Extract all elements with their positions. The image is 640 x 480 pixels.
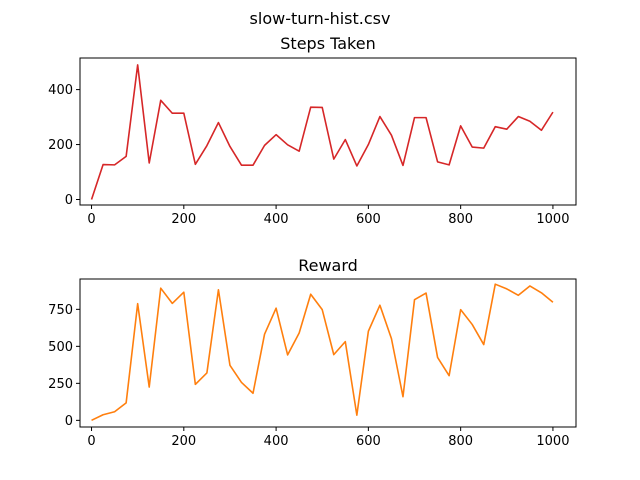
figure-suptitle: slow-turn-hist.csv (250, 9, 391, 28)
x-tick-label: 1000 (536, 212, 569, 227)
x-tick-label: 600 (356, 434, 381, 449)
plot-frame (79, 278, 577, 428)
plot-frame (79, 57, 577, 206)
x-tick-label: 0 (87, 434, 95, 449)
x-tick-label: 200 (171, 434, 196, 449)
x-tick-label: 800 (448, 434, 473, 449)
series-line-0 (91, 283, 554, 422)
x-tick-label: 400 (264, 434, 289, 449)
x-tick-label: 200 (171, 212, 196, 227)
y-tick-label: 500 (48, 340, 73, 355)
y-tick-label: 250 (48, 377, 73, 392)
chart-title: Steps Taken (280, 34, 375, 53)
y-tick-label: 750 (48, 303, 73, 318)
chart-title: Reward (298, 256, 358, 275)
x-tick-label: 400 (264, 212, 289, 227)
x-tick-label: 0 (87, 212, 95, 227)
x-tick-label: 1000 (536, 434, 569, 449)
y-tick-label: 0 (65, 414, 73, 429)
y-tick-label: 200 (48, 138, 73, 153)
x-tick-label: 600 (356, 212, 381, 227)
reward-panel: Reward 0 200 400 600 800 1000 0 250 500 750 (48, 256, 577, 449)
series-line-0 (90, 64, 554, 200)
y-tick-label: 0 (65, 193, 73, 208)
steps-taken-panel: Steps Taken 0 200 400 600 800 1000 0 200 400 (48, 34, 577, 227)
x-tick-label: 800 (448, 212, 473, 227)
y-tick-label: 400 (48, 83, 73, 98)
